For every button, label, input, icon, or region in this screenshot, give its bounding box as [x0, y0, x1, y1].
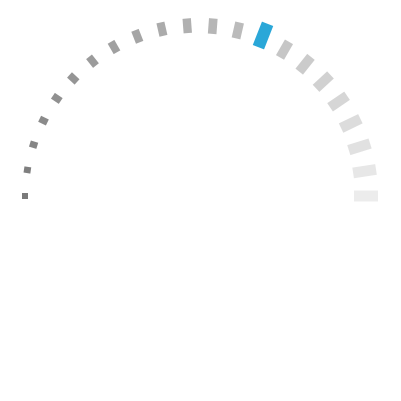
gauge-segment [131, 28, 144, 44]
gauge-segment [23, 166, 32, 174]
gauge-indicator-segment [252, 21, 274, 50]
gauge-segment [352, 164, 377, 179]
gauge-segment [338, 114, 363, 133]
gauge-segment [295, 53, 315, 75]
gauge-segment [22, 193, 28, 199]
gauge-segment [327, 91, 350, 112]
gauge-segment [156, 21, 168, 37]
gauge-segment [275, 39, 294, 60]
gauge-segment [38, 115, 49, 126]
gauge-segment [231, 21, 244, 40]
gauge-segment [354, 190, 378, 202]
gauge-segment [347, 138, 372, 156]
gauge-segment [107, 39, 121, 55]
gauge-segment [86, 54, 99, 68]
gauge-segment [67, 72, 80, 85]
gauge-segment [312, 71, 334, 92]
gauge-segment [207, 18, 218, 35]
gauge-segment [28, 140, 39, 149]
gauge-segment [182, 18, 192, 34]
gauge-segment [50, 92, 63, 104]
